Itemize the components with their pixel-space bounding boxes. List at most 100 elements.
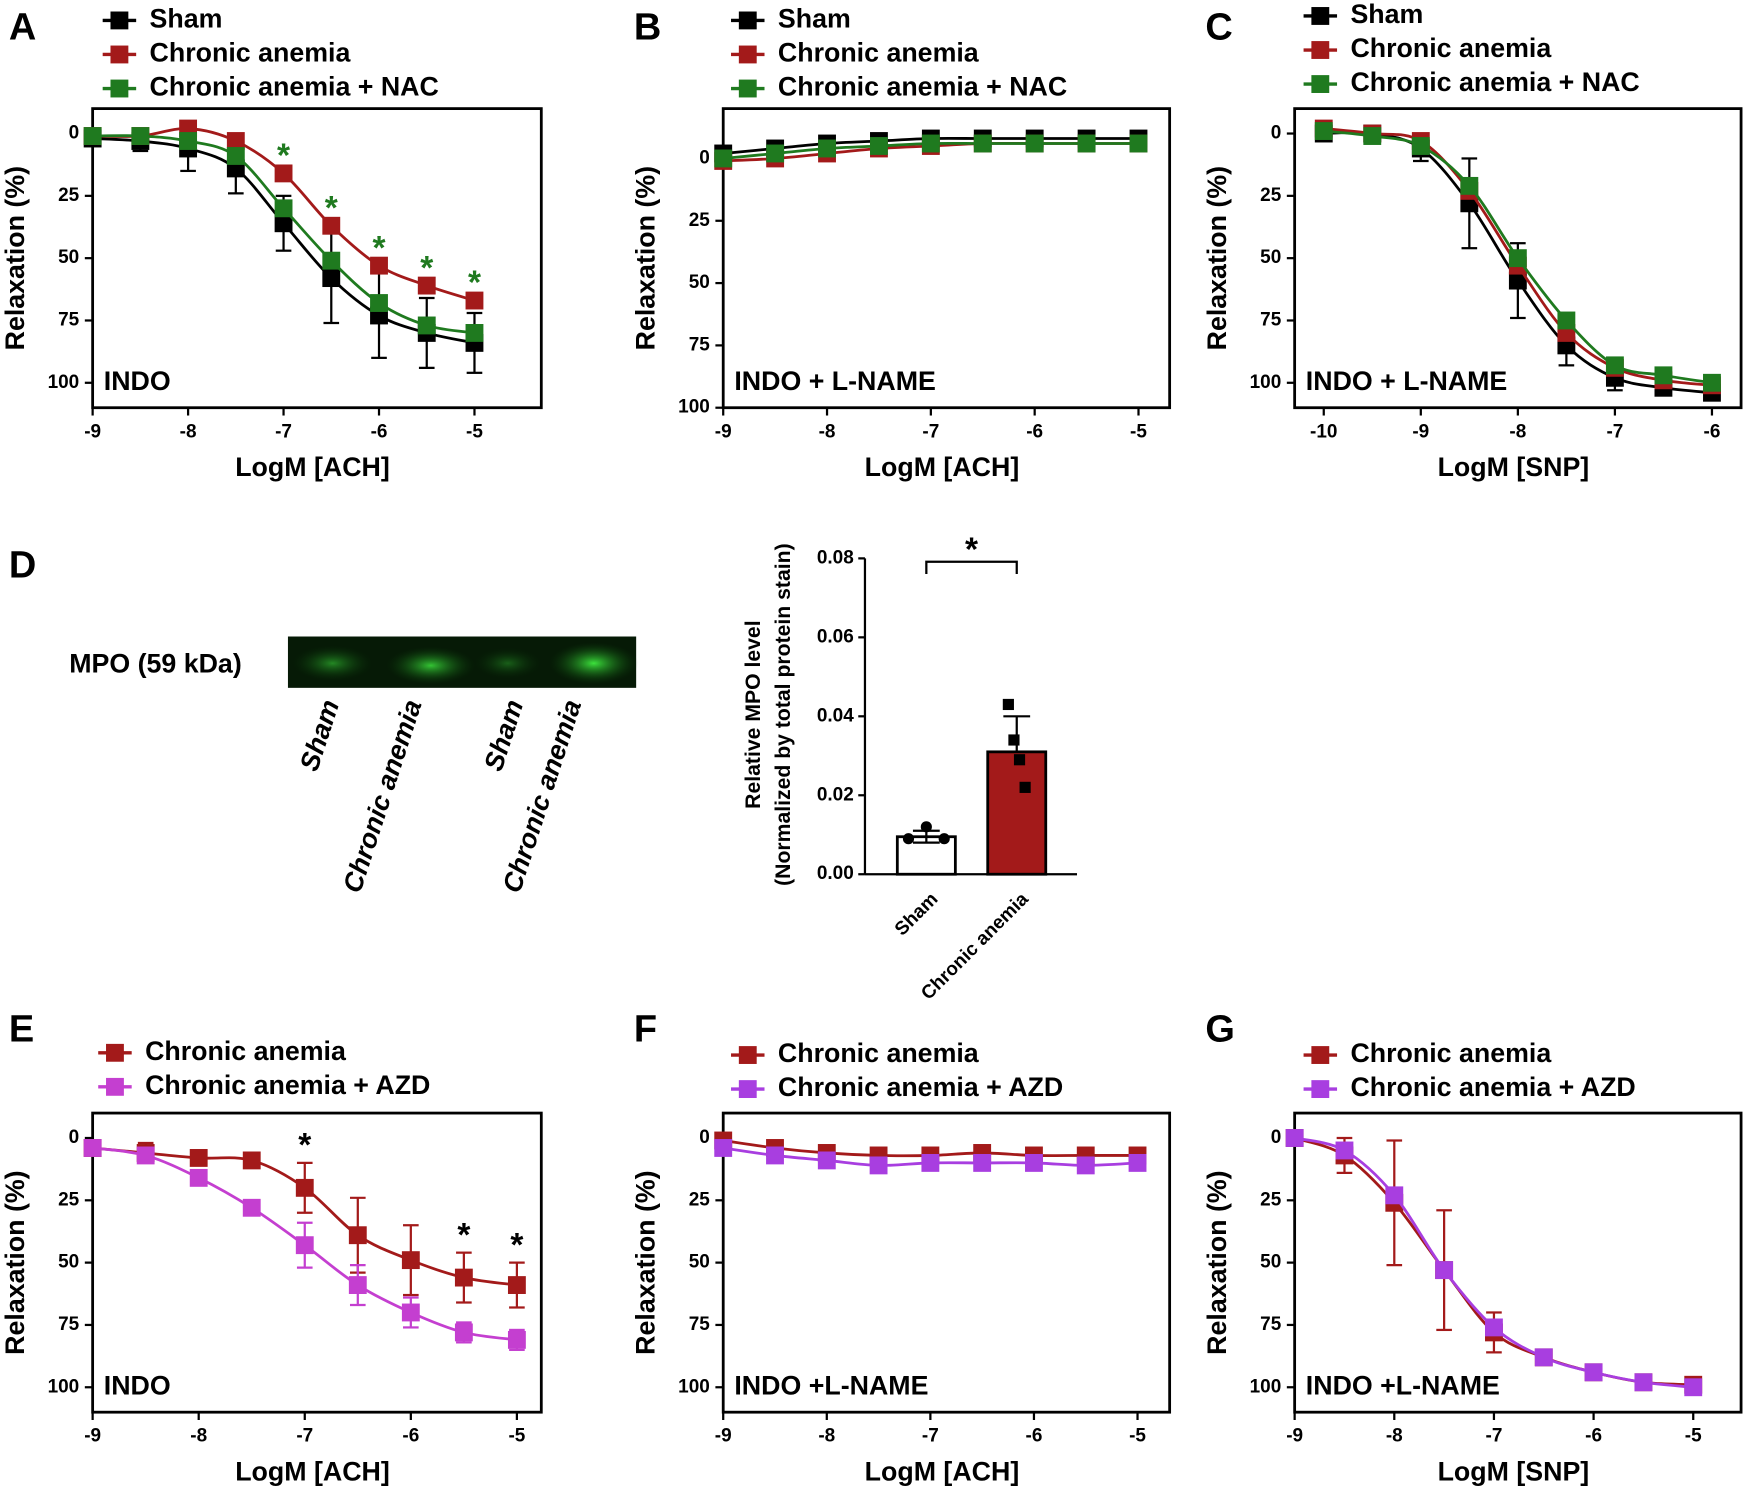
x-tick-label: -8 (819, 421, 836, 442)
data-point (1557, 311, 1576, 330)
legend-label: Chronic anemia (778, 1038, 980, 1068)
x-axis-label: LogM [ACH] (235, 452, 390, 482)
y-tick-label: 100 (48, 1376, 80, 1397)
blot-band (549, 642, 639, 685)
data-point (1485, 1318, 1503, 1337)
y-tick-label: 100 (678, 1376, 710, 1397)
data-point (766, 144, 785, 163)
legend-marker (738, 1080, 757, 1099)
inset-label: INDO + L-NAME (734, 366, 936, 396)
data-point (348, 1276, 367, 1294)
y-tick-label: 75 (1260, 309, 1282, 330)
data-point (920, 821, 932, 833)
data-point (1025, 134, 1044, 153)
data-point (465, 291, 484, 310)
y-axis-label: Relaxation (%) (0, 166, 30, 350)
x-tick-label: -8 (818, 1426, 835, 1447)
x-axis-label: LogM [ACH] (865, 452, 1020, 482)
panel-letter: G (1205, 1009, 1235, 1051)
significance-star: * (420, 250, 433, 287)
y-tick-label: 0.04 (817, 705, 854, 726)
data-point (869, 1156, 888, 1175)
data-point (1128, 1153, 1147, 1172)
y-tick-label: 25 (1260, 1189, 1282, 1210)
legend-label: Chronic anemia (778, 38, 980, 68)
legend-marker (738, 79, 757, 98)
data-point (1634, 1373, 1653, 1392)
data-point (295, 1178, 314, 1197)
data-point (242, 1198, 261, 1217)
significance-star: * (457, 1217, 470, 1254)
plot-frame (721, 107, 1172, 410)
data-point (274, 164, 293, 183)
data-point (1703, 373, 1721, 392)
x-tick-label: -6 (1704, 421, 1721, 442)
data-point (322, 251, 341, 270)
y-tick-label: 100 (678, 397, 710, 418)
x-tick-label: Sham (891, 889, 942, 940)
data-point (1002, 698, 1014, 711)
data-point (938, 833, 950, 845)
y-tick-label: 50 (689, 1252, 710, 1273)
inset-label: INDO (104, 366, 171, 396)
data-point (401, 1251, 420, 1270)
legend-label: Chronic anemia + NAC (1350, 67, 1639, 97)
panel-letter: C (1205, 6, 1232, 48)
x-tick-label: -6 (371, 421, 388, 442)
legend-marker (110, 79, 129, 98)
data-point (136, 1146, 155, 1165)
panel-letter: E (9, 1009, 34, 1051)
y-tick-label: 25 (58, 185, 80, 206)
legend-marker (1311, 1046, 1330, 1064)
data-point (1008, 734, 1020, 746)
y-tick-label: 100 (48, 372, 80, 393)
data-point (465, 324, 484, 342)
x-tick-label: -8 (1386, 1426, 1403, 1447)
y-tick-label: 0 (69, 1127, 80, 1148)
legend-marker (110, 45, 129, 64)
data-point (507, 1330, 526, 1349)
x-tick-label: -5 (1129, 1426, 1146, 1447)
bar (895, 835, 957, 876)
data-point (1013, 754, 1026, 766)
data-point (1534, 1348, 1553, 1367)
data-point (1684, 1378, 1703, 1397)
x-tick-label: -9 (715, 1426, 732, 1447)
legend-label: Chronic anemia (150, 38, 352, 68)
data-point (1654, 366, 1673, 385)
y-tick-label: 75 (689, 334, 711, 355)
y-axis-label: Relaxation (%) (1202, 166, 1232, 350)
data-point (1508, 249, 1527, 268)
legend-label: Chronic anemia (1350, 1038, 1552, 1068)
x-axis-label: LogM [SNP] (1438, 452, 1590, 482)
y-axis-label: Relaxation (%) (0, 1170, 30, 1354)
x-tick-label: -9 (715, 421, 732, 442)
y-tick-label: 75 (58, 309, 80, 330)
x-tick-label: -7 (922, 421, 939, 442)
significance-star: * (468, 265, 481, 302)
legend-label: Chronic anemia + NAC (778, 72, 1067, 102)
data-point (902, 833, 915, 845)
y-axis-label: Relaxation (%) (630, 1170, 660, 1354)
data-point (295, 1236, 314, 1255)
data-point (189, 1149, 208, 1167)
data-point (1508, 271, 1527, 290)
data-point (1129, 134, 1148, 153)
data-point (1314, 122, 1333, 140)
y-tick-label: 50 (58, 1252, 79, 1273)
x-tick-label: -7 (1486, 1426, 1503, 1447)
legend-marker (1311, 75, 1330, 93)
lane-label: Sham (478, 696, 529, 775)
data-point (1019, 781, 1031, 793)
inset-label: INDO (104, 1371, 171, 1401)
data-point (274, 199, 293, 218)
y-tick-label: 100 (1250, 1376, 1282, 1397)
blot-label: MPO (59 kDa) (69, 649, 242, 679)
x-tick-label: -8 (190, 1426, 207, 1447)
inset-label: INDO +L-NAME (1306, 1371, 1500, 1401)
legend-label: Chronic anemia + AZD (145, 1070, 430, 1100)
legend-label: Sham (778, 4, 851, 34)
y-tick-label: 75 (1260, 1314, 1282, 1335)
